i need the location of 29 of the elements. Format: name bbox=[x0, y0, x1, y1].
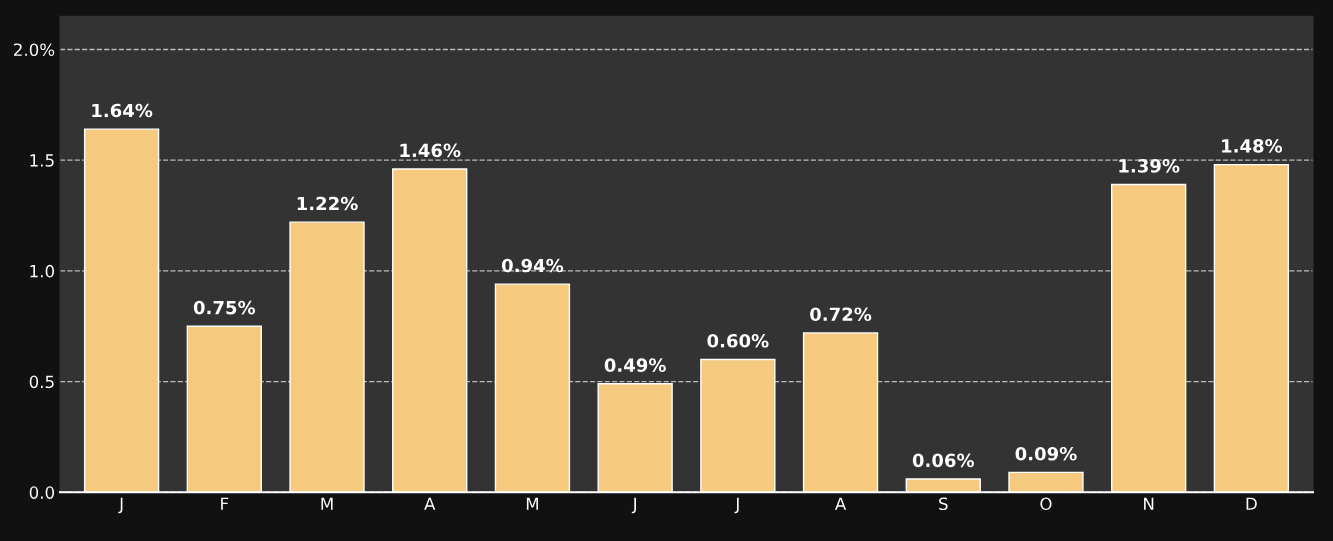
data-label: 1.39% bbox=[1119, 159, 1180, 173]
data-label: 0.06% bbox=[912, 453, 975, 468]
x-tick-label: N bbox=[1144, 497, 1154, 510]
x-tick-label: F bbox=[221, 497, 229, 510]
data-label: 0.09% bbox=[1015, 446, 1077, 461]
x-tick-label: O bbox=[1040, 497, 1052, 511]
data-label: 0.72% bbox=[810, 307, 872, 322]
x-tick-label: M bbox=[526, 497, 538, 510]
data-label: 0.49% bbox=[604, 358, 666, 372]
x-tick-label: J bbox=[734, 497, 739, 514]
data-label: 0.60% bbox=[707, 333, 769, 348]
data-label: 0.75% bbox=[193, 300, 256, 315]
data-label: 0.94% bbox=[501, 258, 564, 273]
data-label: 1.48% bbox=[1222, 139, 1283, 153]
y-tick-label: 2.0% bbox=[14, 43, 55, 57]
y-tick-label: 0.0 bbox=[29, 486, 55, 499]
x-tick-label: M bbox=[321, 497, 333, 510]
x-tick-label: S bbox=[939, 497, 948, 511]
y-tick-label: 1.0 bbox=[30, 264, 55, 278]
x-tick-label: A bbox=[424, 497, 436, 510]
y-tick-label: 0.5 bbox=[29, 375, 54, 389]
data-label: 1.64% bbox=[92, 103, 153, 118]
x-tick-label: J bbox=[631, 497, 636, 514]
data-label: 1.46% bbox=[400, 143, 461, 158]
x-tick-label: A bbox=[834, 497, 847, 510]
data-label: 1.22% bbox=[297, 196, 358, 211]
x-tick-label: D bbox=[1246, 497, 1257, 510]
x-tick-label: J bbox=[118, 497, 123, 514]
y-tick-label: 1.5 bbox=[30, 154, 54, 167]
